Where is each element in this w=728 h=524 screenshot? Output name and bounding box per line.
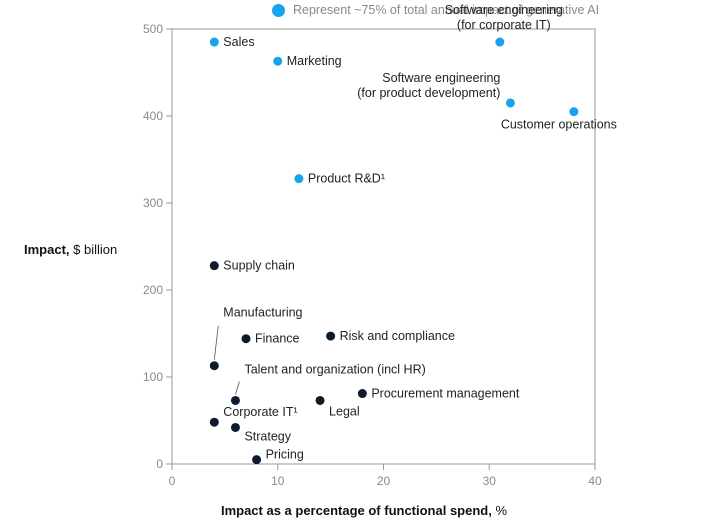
data-point <box>209 261 219 271</box>
data-point <box>505 98 515 108</box>
legend-marker-icon <box>272 3 285 17</box>
x-tick-label: 30 <box>483 474 497 488</box>
y-tick-label: 0 <box>156 457 163 471</box>
point-label: Supply chain <box>223 259 295 273</box>
data-point <box>294 174 304 184</box>
point-label-line: Talent and organization (incl HR) <box>244 362 425 376</box>
label-leader-line <box>235 381 240 395</box>
y-tick-label: 300 <box>143 196 163 210</box>
y-axis-title-main: Impact, <box>24 242 70 257</box>
data-point <box>315 395 325 405</box>
point-label-line: Marketing <box>287 54 342 68</box>
data-point <box>357 389 367 399</box>
point-label: Risk and compliance <box>340 329 455 343</box>
point-label-line: Strategy <box>244 429 291 443</box>
y-tick-label: 200 <box>143 283 163 297</box>
point-label-line: Sales <box>223 35 254 49</box>
x-tick-label: 0 <box>169 474 176 488</box>
point-label-line: Supply chain <box>223 259 295 273</box>
chart-legend: Represent ~75% of total annual impact of… <box>272 3 599 17</box>
point-label-line: Corporate IT¹ <box>223 405 297 419</box>
x-axis-title-unit: % <box>491 503 508 518</box>
data-point <box>252 455 262 465</box>
x-tick-label: 10 <box>271 474 285 488</box>
y-axis-title: Impact, $ billion <box>24 242 117 257</box>
point-label-line: Legal <box>329 404 360 418</box>
y-tick-label: 100 <box>143 370 163 384</box>
point-label: Manufacturing <box>223 306 302 320</box>
point-label: Product R&D¹ <box>308 172 385 186</box>
point-label-line: (for product development) <box>357 86 500 100</box>
point-label-line: Product R&D¹ <box>308 172 385 186</box>
data-point <box>230 422 240 432</box>
point-label-line: (for corporate IT) <box>457 18 551 32</box>
point-label-line: Software engineering <box>445 3 563 17</box>
label-leader-line <box>213 325 219 360</box>
x-tick-label: 40 <box>588 474 602 488</box>
data-point <box>209 37 219 47</box>
point-label-line: Customer operations <box>501 118 617 132</box>
data-point <box>495 37 505 47</box>
point-label: Corporate IT¹ <box>223 405 297 419</box>
y-axis-title-unit: $ billion <box>69 242 118 257</box>
y-tick-label: 400 <box>143 109 163 123</box>
point-label: Legal <box>329 404 360 418</box>
point-label: Customer operations <box>501 118 617 132</box>
data-point <box>209 417 219 427</box>
x-tick-label: 20 <box>377 474 391 488</box>
x-axis-title: Impact as a percentage of functional spe… <box>0 503 728 518</box>
data-point <box>241 334 251 344</box>
point-label: Marketing <box>287 54 342 68</box>
data-point <box>209 361 219 371</box>
data-point <box>273 56 283 66</box>
point-label: Strategy <box>244 429 291 443</box>
point-label: Talent and organization (incl HR) <box>244 362 425 376</box>
point-label-line: Risk and compliance <box>340 329 455 343</box>
point-label: Software engineering (for product develop… <box>357 71 500 100</box>
point-label-line: Finance <box>255 332 300 346</box>
point-label: Procurement management <box>371 387 520 401</box>
y-tick-label: 500 <box>143 22 163 36</box>
x-axis-title-main: Impact as a percentage of functional spe… <box>220 503 492 518</box>
point-label-line: Pricing <box>266 448 304 462</box>
legend-label: Represent ~75% of total annual impact of… <box>293 3 600 17</box>
point-label: Finance <box>255 332 300 346</box>
point-label-line: Procurement management <box>371 387 520 401</box>
data-point <box>569 107 579 117</box>
point-label-line: Manufacturing <box>223 306 302 320</box>
point-label-line: Software engineering <box>382 71 500 85</box>
data-point <box>326 331 336 341</box>
point-label: Software engineering (for corporate IT) <box>445 3 563 32</box>
data-point <box>230 395 240 405</box>
point-label: Sales <box>223 35 254 49</box>
point-label: Pricing <box>266 448 304 462</box>
